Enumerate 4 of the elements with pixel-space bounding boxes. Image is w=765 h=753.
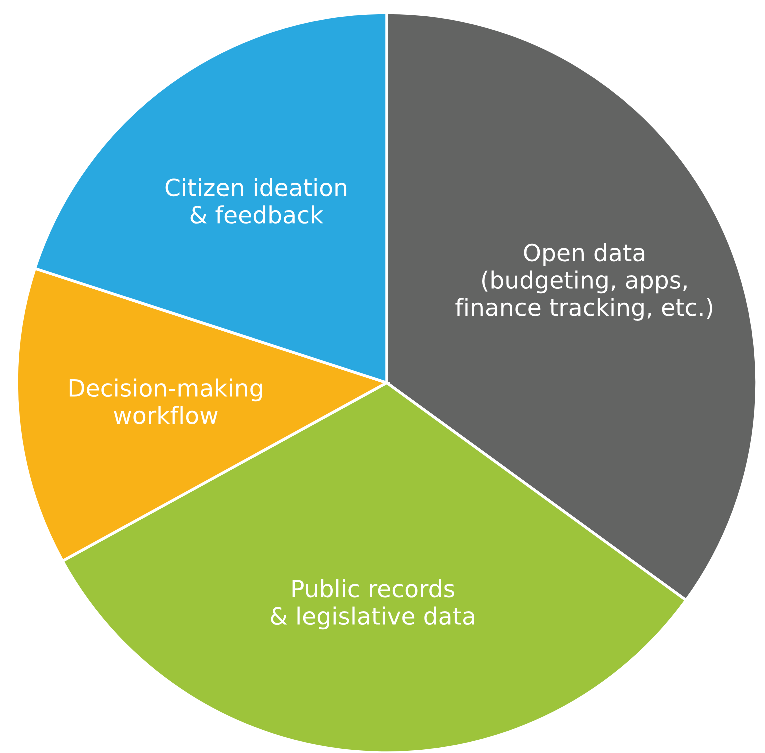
- slice-label: Citizen ideation & feedback: [166, 178, 347, 224]
- slice-label: Decision-making workflow: [70, 378, 262, 424]
- slice-label: Public records & legislative data: [271, 579, 474, 630]
- slice-label: Open data (budgeting, apps, finance tracking, etc.): [456, 243, 712, 321]
